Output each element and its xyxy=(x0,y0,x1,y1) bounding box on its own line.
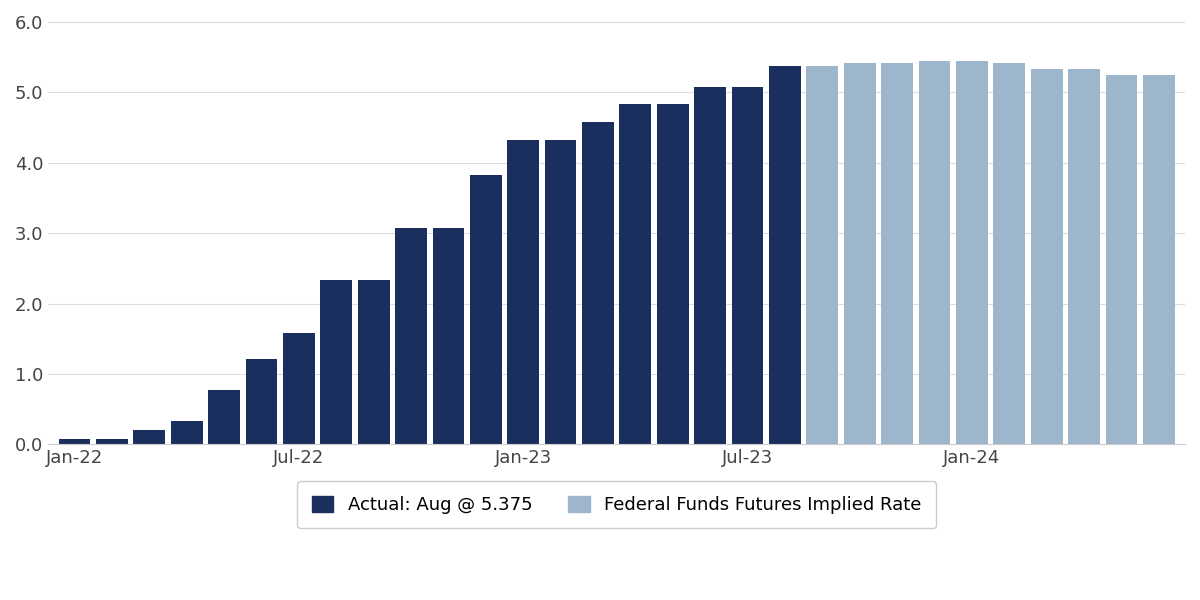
Bar xyxy=(732,87,763,445)
Bar xyxy=(358,280,390,445)
Bar xyxy=(1068,69,1100,445)
Bar xyxy=(395,227,427,445)
Bar xyxy=(209,390,240,445)
Bar xyxy=(133,430,166,445)
Bar xyxy=(695,87,726,445)
Legend: Actual: Aug @ 5.375, Federal Funds Futures Implied Rate: Actual: Aug @ 5.375, Federal Funds Futur… xyxy=(298,481,936,528)
Bar xyxy=(844,63,876,445)
Bar xyxy=(59,439,90,445)
Bar xyxy=(320,280,352,445)
Bar xyxy=(432,227,464,445)
Bar xyxy=(545,140,576,445)
Bar xyxy=(170,421,203,445)
Bar xyxy=(582,122,614,445)
Bar xyxy=(956,61,988,445)
Bar xyxy=(656,104,689,445)
Bar xyxy=(1105,75,1138,445)
Bar xyxy=(470,175,502,445)
Bar xyxy=(806,66,839,445)
Bar xyxy=(508,140,539,445)
Bar xyxy=(1142,75,1175,445)
Bar xyxy=(619,104,652,445)
Bar xyxy=(919,61,950,445)
Bar xyxy=(246,359,277,445)
Bar xyxy=(96,439,128,445)
Bar xyxy=(994,63,1025,445)
Bar xyxy=(881,63,913,445)
Bar xyxy=(283,333,314,445)
Bar xyxy=(769,66,800,445)
Bar xyxy=(1031,69,1062,445)
